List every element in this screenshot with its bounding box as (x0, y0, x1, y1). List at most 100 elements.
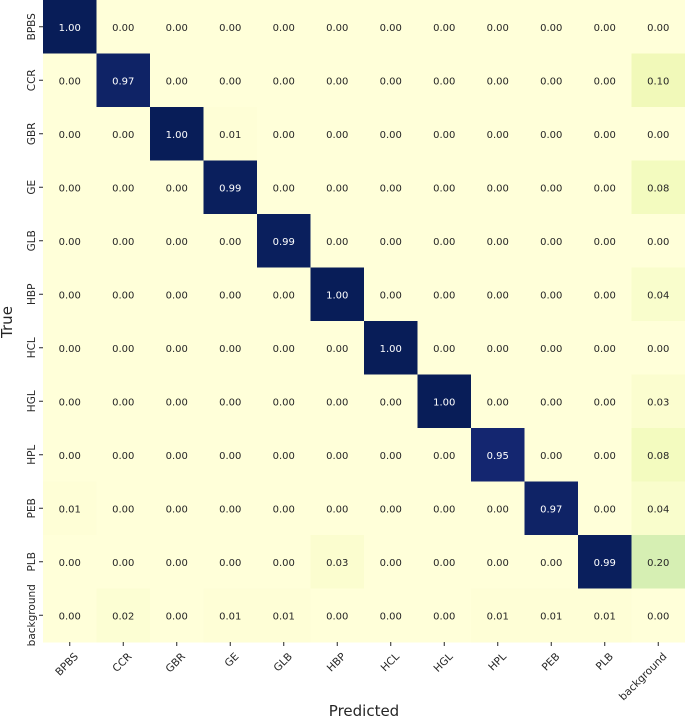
cell-value-label: 0.00 (326, 611, 348, 622)
heatmap-cell (310, 53, 365, 108)
cell-value-label: 0.00 (380, 130, 402, 141)
heatmap-cell (96, 481, 151, 536)
x-tick-label: GLB (271, 651, 294, 674)
heatmap-cell (578, 535, 632, 589)
heatmap-cell (257, 53, 311, 108)
heatmap-cell (364, 0, 418, 54)
y-tick-label: HGL (26, 390, 38, 412)
cell-value-label: 0.00 (433, 451, 455, 462)
heatmap-cell (524, 321, 579, 375)
heatmap-cell (417, 214, 472, 268)
cell-value-label: 0.00 (219, 397, 241, 408)
heatmap-cell (257, 107, 311, 161)
cell-value-label: 0.00 (380, 397, 402, 408)
cell-value-label: 0.00 (112, 23, 134, 34)
cell-value-label: 0.00 (59, 397, 81, 408)
heatmap-cell (631, 160, 685, 215)
y-tick-label: HPL (26, 445, 38, 465)
heatmap-cell (150, 428, 204, 482)
cell-value-label: 0.00 (433, 237, 455, 248)
heatmap-cell (150, 0, 204, 54)
heatmap-cell (578, 267, 632, 322)
heatmap-cell (631, 267, 685, 322)
cell-value-label: 0.01 (540, 611, 562, 622)
heatmap-cell (310, 535, 365, 589)
heatmap-cell (631, 535, 685, 589)
cell-value-label: 0.00 (112, 183, 134, 194)
heatmap-cell (471, 588, 525, 643)
heatmap-cell (471, 374, 525, 429)
heatmap-cell (96, 428, 151, 482)
heatmap-cell (96, 267, 151, 322)
cell-value-label: 1.00 (433, 397, 455, 408)
cell-value-label: 0.00 (326, 344, 348, 355)
heatmap-cell (96, 588, 151, 643)
heatmap-cell (471, 53, 525, 108)
cell-value-label: 0.00 (166, 451, 188, 462)
cell-value-label: 0.00 (273, 558, 295, 569)
heatmap-cell (631, 481, 685, 536)
cell-value-label: 0.00 (112, 397, 134, 408)
cell-value-label: 0.00 (166, 504, 188, 515)
heatmap-cell (417, 481, 472, 536)
cell-value-label: 0.00 (594, 397, 616, 408)
heatmap-cell (578, 321, 632, 375)
cell-value-label: 0.00 (326, 183, 348, 194)
cell-value-label: 0.00 (380, 183, 402, 194)
cell-value-label: 0.00 (540, 23, 562, 34)
heatmap-cell (203, 588, 258, 643)
heatmap-cell (43, 535, 97, 589)
cell-value-label: 0.00 (326, 451, 348, 462)
heatmap-cell (43, 160, 97, 215)
cell-value-label: 0.00 (433, 76, 455, 87)
heatmap-cell (203, 0, 258, 54)
cell-value-label: 0.01 (219, 130, 241, 141)
cell-value-label: 0.00 (380, 611, 402, 622)
heatmap-cell (203, 321, 258, 375)
y-tick-label: background (26, 584, 38, 646)
cell-value-label: 0.00 (59, 130, 81, 141)
heatmap-cell (150, 481, 204, 536)
cell-value-label: 0.00 (647, 130, 669, 141)
heatmap-cell (364, 214, 418, 268)
heatmap-cell (417, 160, 472, 215)
cell-value-label: 0.00 (326, 130, 348, 141)
heatmap-cell (471, 107, 525, 161)
heatmap-cell (578, 53, 632, 108)
heatmap-cell (310, 160, 365, 215)
heatmap-cell (310, 0, 365, 54)
heatmap-cell (364, 535, 418, 589)
cell-value-label: 0.00 (273, 397, 295, 408)
cell-value-label: 0.00 (540, 183, 562, 194)
heatmap-cell (43, 267, 97, 322)
heatmap-cell (578, 374, 632, 429)
heatmap-cell (524, 481, 579, 536)
cell-value-label: 0.00 (540, 558, 562, 569)
heatmap-cell (471, 267, 525, 322)
cell-value-label: 0.03 (326, 558, 348, 569)
cell-value-label: 0.02 (112, 611, 134, 622)
heatmap-cell (203, 107, 258, 161)
cell-value-label: 1.00 (166, 130, 188, 141)
heatmap-cell (43, 53, 97, 108)
heatmap-cell (471, 0, 525, 54)
heatmap-cell (364, 107, 418, 161)
heatmap-cell (257, 374, 311, 429)
heatmap-cell (96, 160, 151, 215)
heatmap-cell (150, 535, 204, 589)
heatmap-cell (150, 267, 204, 322)
cell-value-label: 0.00 (59, 558, 81, 569)
cell-value-label: 0.20 (647, 558, 669, 569)
cell-value-label: 0.00 (647, 611, 669, 622)
cell-value-label: 0.00 (380, 76, 402, 87)
cell-value-label: 0.00 (433, 344, 455, 355)
cell-value-label: 0.00 (273, 23, 295, 34)
cell-value-label: 0.00 (433, 504, 455, 515)
heatmap-cell (417, 374, 472, 429)
heatmap-cell (310, 214, 365, 268)
cell-value-label: 0.00 (219, 344, 241, 355)
cell-value-label: 0.00 (380, 451, 402, 462)
heatmap-cell (203, 535, 258, 589)
cell-value-label: 0.00 (647, 23, 669, 34)
heatmap-cell (364, 160, 418, 215)
